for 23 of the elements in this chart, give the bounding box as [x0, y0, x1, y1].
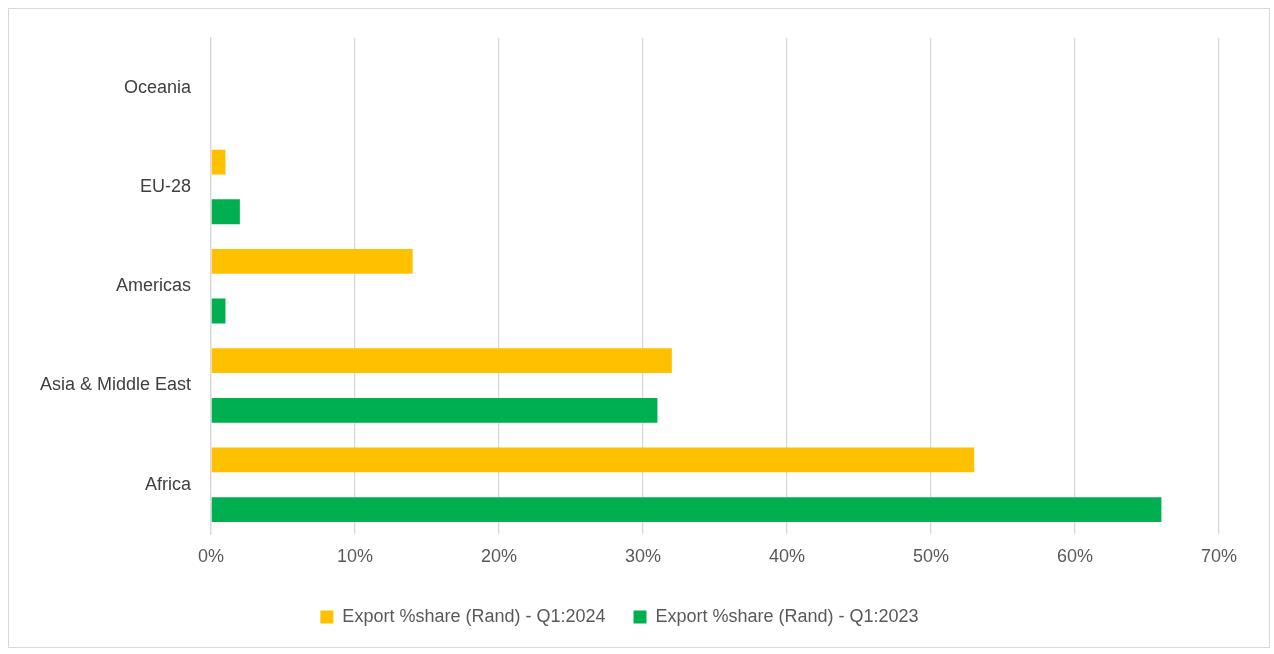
- bar: [211, 298, 226, 324]
- y-tick-label: EU-28: [140, 175, 192, 196]
- legend-label: Export %share (Rand) - Q1:2023: [655, 605, 919, 626]
- bar: [211, 447, 975, 473]
- x-tick-label: 40%: [769, 546, 806, 567]
- bar: [211, 149, 226, 175]
- x-tick-label: 70%: [1200, 546, 1238, 567]
- legend-label: Export %share (Rand) - Q1:2024: [342, 605, 606, 626]
- bar: [211, 497, 1162, 522]
- x-tick-label: 60%: [1056, 546, 1094, 567]
- x-tick-label: 10%: [337, 546, 374, 567]
- y-tick-label: Americas: [116, 275, 192, 296]
- y-tick-label: Oceania: [124, 76, 193, 97]
- x-tick-label: 0%: [198, 546, 225, 567]
- x-tick-label: 20%: [481, 546, 518, 567]
- bar: [211, 199, 240, 225]
- x-tick-label: 30%: [625, 546, 662, 567]
- x-tick-label: 50%: [913, 546, 950, 567]
- y-tick-label: Africa: [145, 473, 193, 494]
- bar: [211, 348, 672, 374]
- bar: [211, 397, 658, 423]
- bar: [211, 248, 413, 274]
- y-tick-label: Asia & Middle East: [39, 374, 192, 395]
